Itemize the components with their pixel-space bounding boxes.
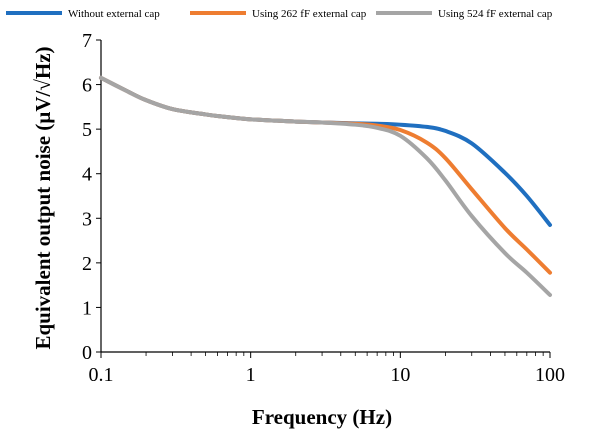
y-tick-label: 7: [82, 30, 92, 52]
series-lines: [99, 75, 552, 297]
y-tick-label: 4: [82, 164, 92, 186]
x-tick-label: 1: [246, 364, 256, 386]
y-axis-label: Equivalent output noise (µV/√Hz): [31, 46, 55, 349]
y-tick-label: 2: [82, 253, 92, 275]
y-tick-label: 5: [82, 119, 92, 141]
axes: 0 1 2 3 4 5 6 7 0.1 1 10 100: [82, 30, 565, 386]
x-tick-label: 0.1: [89, 364, 114, 386]
y-tick-label: 1: [82, 297, 92, 319]
legend-label-2: Using 262 fF external cap: [252, 8, 367, 20]
y-tick-label: 0: [82, 342, 92, 364]
y-tick-label: 6: [82, 75, 92, 97]
x-axis-label: Frequency (Hz): [252, 405, 392, 429]
legend-label-3: Using 524 fF external cap: [438, 8, 553, 20]
legend-label-1: Without external cap: [68, 8, 160, 20]
x-tick-label: 100: [535, 364, 565, 386]
x-tick-label: 10: [390, 364, 410, 386]
legend: Without external cap Using 262 fF externa…: [6, 8, 553, 20]
y-tick-label: 3: [82, 208, 92, 230]
series-line-3: [99, 75, 552, 297]
